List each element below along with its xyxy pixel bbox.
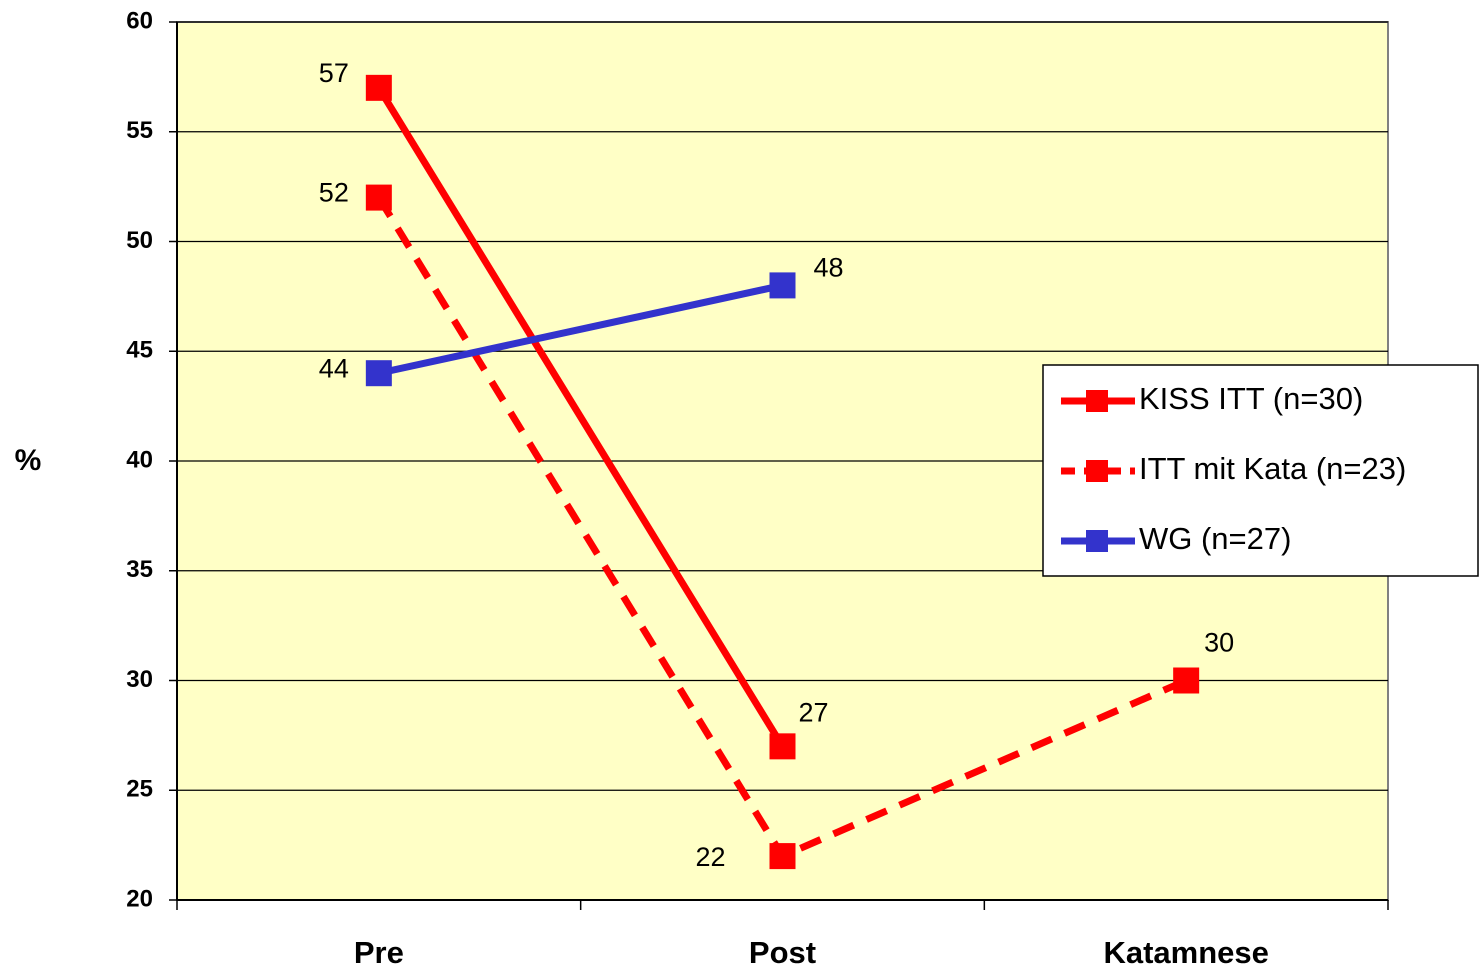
- marker: [769, 843, 796, 870]
- marker: [365, 184, 392, 211]
- series-line: [378, 281, 784, 377]
- data-label: 52: [319, 178, 349, 208]
- data-label: 48: [813, 253, 843, 283]
- y-axis-label: %: [15, 444, 42, 477]
- data-label: 30: [1204, 628, 1234, 658]
- legend-marker: [1086, 530, 1108, 552]
- marker: [769, 272, 796, 299]
- x-tick-label: Pre: [354, 935, 404, 970]
- y-tick-label: 25: [126, 776, 153, 803]
- marker: [769, 733, 796, 760]
- marker: [365, 74, 392, 101]
- legend-label: KISS ITT (n=30): [1139, 381, 1363, 416]
- marker: [1173, 667, 1200, 694]
- legend-label: ITT mit Kata (n=23): [1139, 451, 1406, 486]
- y-tick-label: 30: [126, 666, 153, 693]
- y-tick-label: 50: [126, 227, 153, 254]
- y-tick-label: 20: [126, 885, 153, 912]
- x-tick-label: Post: [749, 935, 816, 970]
- marker: [365, 360, 392, 387]
- legend-marker: [1086, 460, 1108, 482]
- y-tick-label: 55: [126, 117, 153, 144]
- y-tick-label: 45: [126, 337, 153, 364]
- data-label: 22: [695, 842, 725, 872]
- data-label: 44: [319, 353, 349, 383]
- data-label: 57: [319, 58, 349, 88]
- y-tick-label: 35: [126, 556, 153, 583]
- y-tick-label: 40: [126, 446, 153, 473]
- series-line: [375, 86, 786, 749]
- legend-marker: [1086, 390, 1108, 412]
- y-tick-label: 60: [126, 7, 153, 34]
- x-tick-label: Katamnese: [1103, 935, 1268, 970]
- data-label: 27: [798, 697, 828, 727]
- legend-label: WG (n=27): [1139, 521, 1291, 556]
